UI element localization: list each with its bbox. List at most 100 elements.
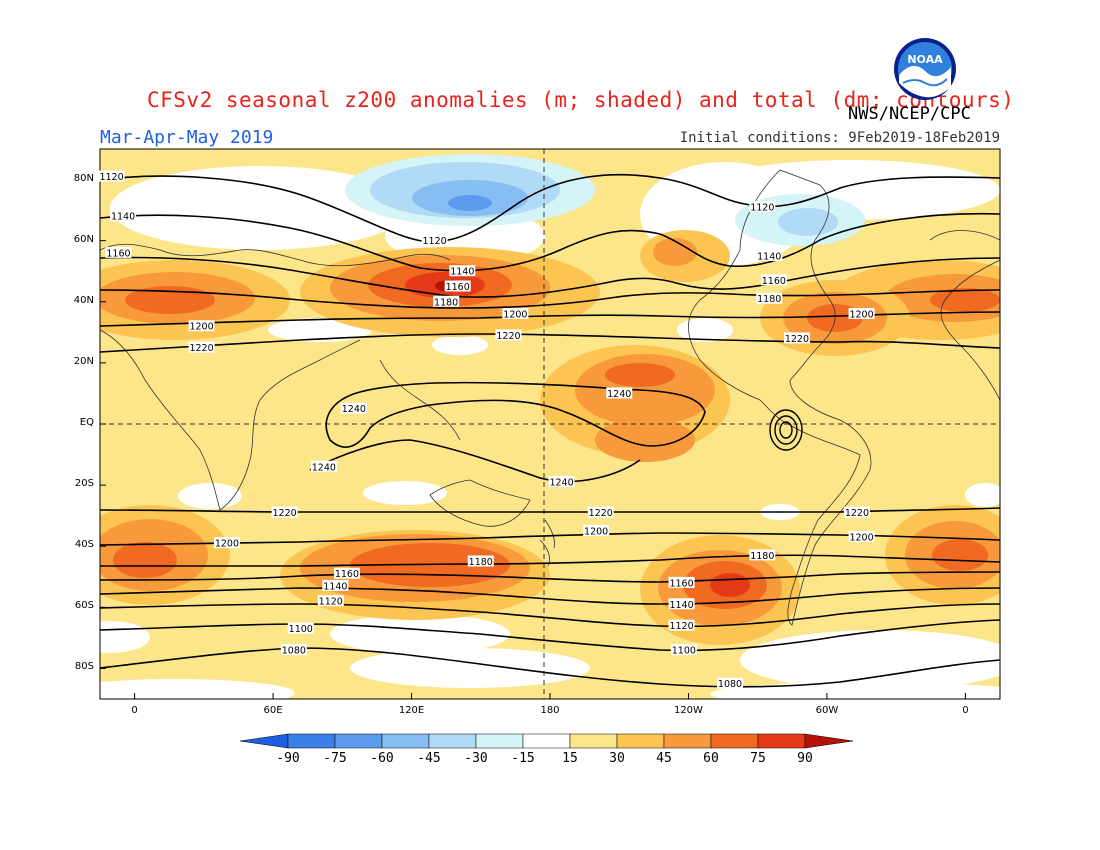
colorbar-label: 45 bbox=[656, 751, 672, 766]
contour-label: 1220 bbox=[271, 506, 298, 519]
contour-label-text: 1180 bbox=[434, 297, 458, 308]
contour-label: 1120 bbox=[668, 619, 695, 632]
contour-label-text: 1220 bbox=[785, 334, 809, 345]
chart-title: CFSv2 seasonal z200 anomalies (m; shaded… bbox=[147, 88, 1015, 112]
contour-label-text: 1120 bbox=[319, 597, 343, 608]
noaa-logo: NOAA bbox=[894, 38, 956, 100]
contour-label: 1240 bbox=[340, 402, 367, 415]
contour-label: 1140 bbox=[668, 598, 695, 611]
contour-label-text: 1120 bbox=[669, 621, 693, 632]
lat-label: 80S bbox=[74, 661, 94, 673]
contour-label-text: 1080 bbox=[282, 646, 306, 657]
contour-label: 1200 bbox=[502, 308, 529, 321]
contour-label: 1200 bbox=[583, 524, 610, 537]
contour-label: 1160 bbox=[105, 246, 132, 259]
colorbar-segment bbox=[428, 733, 477, 749]
colorbar-label: 75 bbox=[750, 751, 766, 766]
lon-label: 120E bbox=[398, 705, 425, 716]
contour-label: 1160 bbox=[668, 576, 695, 589]
contour-label-text: 1240 bbox=[607, 389, 631, 400]
lat-label: 20S bbox=[74, 478, 94, 490]
colorbar-segment bbox=[522, 733, 571, 749]
agency-label: NWS/NCEP/CPC bbox=[848, 104, 971, 124]
andes-contours bbox=[769, 409, 803, 451]
contour-label-text: 1220 bbox=[589, 508, 613, 519]
contour-label-text: 1200 bbox=[503, 310, 527, 321]
contour-label-text: 1180 bbox=[750, 551, 774, 562]
contour-label: 1160 bbox=[333, 567, 360, 580]
lon-label: 60W bbox=[815, 705, 839, 716]
contour-label-text: 1120 bbox=[423, 236, 447, 247]
contour-label-text: 1220 bbox=[189, 343, 213, 354]
contour-label: 1100 bbox=[287, 622, 314, 635]
colorbar-label: 30 bbox=[609, 751, 625, 766]
contour-label: 1160 bbox=[760, 274, 787, 287]
colorbar-segment bbox=[710, 733, 759, 749]
contour-label-text: 1200 bbox=[215, 539, 239, 550]
lat-label: 60S bbox=[74, 600, 94, 612]
contour-label-text: 1180 bbox=[757, 294, 781, 305]
contour-label-text: 1100 bbox=[672, 646, 696, 657]
initial-conditions-label: Initial conditions: 9Feb2019-18Feb2019 bbox=[679, 130, 1000, 146]
contour-label: 1200 bbox=[188, 320, 215, 333]
contour-label-text: 1120 bbox=[750, 203, 774, 214]
contour-label: 1200 bbox=[848, 308, 875, 321]
contour-label-text: 1200 bbox=[849, 310, 873, 321]
contour-label-text: 1080 bbox=[718, 679, 742, 690]
lon-tick-marks bbox=[134, 693, 966, 699]
contour-label-text: 1140 bbox=[450, 267, 474, 278]
lon-label: 0 bbox=[131, 705, 138, 716]
contour-label-text: 1140 bbox=[757, 251, 781, 262]
contour-label-text: 1200 bbox=[584, 526, 608, 537]
colorbar-label: -30 bbox=[464, 751, 488, 766]
contour-label: 1140 bbox=[110, 210, 137, 223]
colorbar-segment bbox=[616, 733, 665, 749]
contour-label: 1220 bbox=[495, 329, 522, 342]
contour-label-text: 1240 bbox=[312, 462, 336, 473]
contour-label: 1180 bbox=[756, 292, 783, 305]
colorbar-arrow-low bbox=[239, 733, 289, 749]
contour-label: 1160 bbox=[444, 280, 471, 293]
contour-label: 1220 bbox=[587, 506, 614, 519]
lon-label: 60E bbox=[263, 705, 283, 716]
contour-label: 1120 bbox=[749, 201, 776, 214]
contour-label-text: 1200 bbox=[189, 322, 213, 333]
contour-label-text: 1160 bbox=[446, 282, 470, 293]
contour-label-text: 1160 bbox=[335, 569, 359, 580]
colorbar-label: -75 bbox=[323, 751, 347, 766]
contour-label-text: 1180 bbox=[469, 557, 493, 568]
colorbar-segment bbox=[381, 733, 430, 749]
contour-label: 1240 bbox=[548, 476, 575, 489]
contour-label-text: 1220 bbox=[273, 508, 297, 519]
contour-label-text: 1240 bbox=[342, 404, 366, 415]
season-label: Mar-Apr-May 2019 bbox=[100, 127, 274, 148]
colorbar-segment bbox=[663, 733, 712, 749]
contour-label-text: 1120 bbox=[99, 172, 123, 183]
contour-label-text: 1200 bbox=[849, 533, 873, 544]
contour-label-text: 1160 bbox=[762, 276, 786, 287]
contour-label: 1100 bbox=[670, 644, 697, 657]
lon-label: 0 bbox=[962, 705, 969, 716]
contour-label: 1080 bbox=[280, 644, 307, 657]
colorbar-label: -60 bbox=[370, 751, 394, 766]
lat-label: 40S bbox=[74, 539, 94, 551]
contour-label: 1200 bbox=[848, 531, 875, 544]
contour-label: 1120 bbox=[98, 170, 125, 183]
contour-label-text: 1220 bbox=[496, 331, 520, 342]
colorbar-arrow-high bbox=[804, 733, 854, 749]
colorbar-label: 15 bbox=[562, 751, 578, 766]
contour-label-text: 1140 bbox=[111, 212, 135, 223]
colorbar-segment bbox=[334, 733, 383, 749]
colorbar-segment bbox=[569, 733, 618, 749]
colorbar-label: -90 bbox=[276, 751, 300, 766]
contour-label: 1120 bbox=[317, 595, 344, 608]
noaa-logo-text: NOAA bbox=[907, 53, 943, 66]
contour-label: 1180 bbox=[467, 555, 494, 568]
colorbar-label: 60 bbox=[703, 751, 719, 766]
lon-label: 180 bbox=[540, 705, 560, 716]
lat-label: 60N bbox=[73, 233, 94, 245]
contour-label: 1240 bbox=[310, 460, 337, 473]
contour-label: 1140 bbox=[322, 579, 349, 592]
contour-label: 1220 bbox=[188, 341, 215, 354]
contour-label: 1140 bbox=[449, 265, 476, 278]
